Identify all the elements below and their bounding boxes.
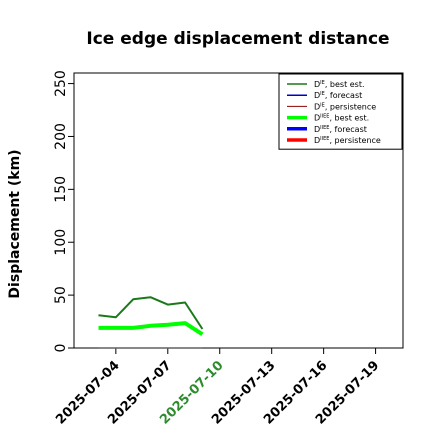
series-line (98, 321, 204, 336)
legend-entry: DIE, best est. (314, 80, 365, 89)
y-tick-label: 0 (53, 344, 69, 353)
legend-entry: DIE, persistence (314, 102, 376, 111)
legend-entry: DIE, forecast (314, 91, 362, 100)
y-tick-label: 100 (53, 229, 69, 256)
legend: DIE, best est. DIE, forecast DIE, persiste… (278, 73, 403, 150)
y-tick-label: 250 (53, 70, 69, 97)
series-line (98, 296, 204, 330)
y-tick-label: 150 (53, 176, 69, 203)
legend-entry: DIIEE, best est. (314, 114, 369, 123)
y-axis-label: Displacement (km) (7, 149, 23, 298)
legend-entry: DIIEE, forecast (314, 125, 367, 134)
legend-entry: DIIEE, persistence (314, 136, 381, 145)
y-tick-label: 200 (53, 123, 69, 150)
y-tick-label: 50 (53, 286, 69, 304)
plot-frame (73, 72, 404, 349)
chart-title: Ice edge displacement distance (86, 29, 389, 49)
legend-box (278, 73, 403, 150)
